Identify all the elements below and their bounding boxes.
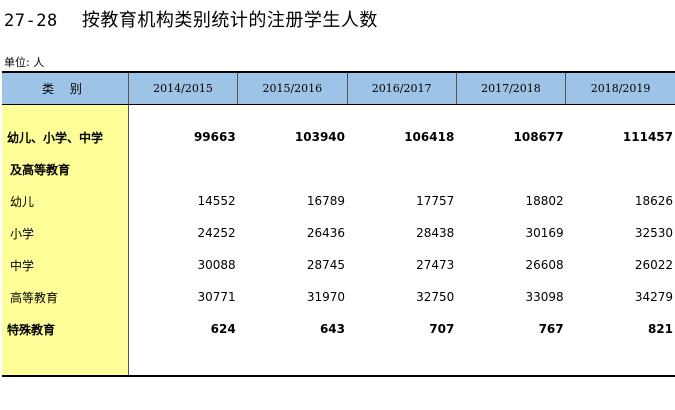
cell-value: 106418 (404, 130, 455, 144)
table-code: 27-28 (4, 11, 58, 31)
row-label: 特殊教育 (2, 313, 129, 345)
cell-value: 707 (429, 322, 455, 336)
table-row: 小学 24252 26436 28438 30169 32530 (2, 217, 675, 249)
cell-value: 30771 (197, 290, 236, 304)
cell-value: 32530 (634, 226, 673, 240)
cell-value: 624 (210, 322, 236, 336)
cell-value: 111457 (622, 130, 673, 144)
cell-value: 28745 (306, 258, 345, 272)
cell-value: 17757 (416, 194, 455, 208)
row-label: 幼儿、小学、中学 (2, 121, 129, 153)
cell-value: 643 (319, 322, 345, 336)
cell-value: 26022 (634, 258, 673, 272)
cell-value: 99663 (193, 130, 236, 144)
unit-label: 单位: 人 (4, 56, 45, 69)
cell-value: 767 (538, 322, 564, 336)
cell-value: 108677 (513, 130, 564, 144)
row-label: 中学 (2, 249, 129, 281)
page-title: 27-28 按教育机构类别统计的注册学生人数 (4, 6, 378, 32)
cell-value: 14552 (197, 194, 236, 208)
col-header-2017-2018: 2017/2018 (456, 71, 567, 105)
cell-value: 24252 (197, 226, 236, 240)
col-header-2018-2019: 2018/2019 (565, 71, 675, 105)
cell-value: 26608 (525, 258, 564, 272)
table-row: 幼儿、小学、中学 99663 103940 106418 108677 1114… (2, 121, 675, 153)
row-label: 及高等教育 (2, 153, 129, 185)
table-row: 特殊教育 624 643 707 767 821 (2, 313, 675, 345)
cell-value: 26436 (306, 226, 345, 240)
data-table: 类 别 2014/2015 2015/2016 2016/2017 2017/2… (2, 71, 675, 377)
row-label: 幼儿 (2, 185, 129, 217)
cell-value: 32750 (416, 290, 455, 304)
row-label: 高等教育 (2, 281, 129, 313)
table-footer-row (2, 345, 675, 377)
col-header-2016-2017: 2016/2017 (347, 71, 457, 105)
table-row: 及高等教育 (2, 153, 675, 185)
cell-value: 30088 (197, 258, 236, 272)
spacer-row (2, 104, 675, 121)
cell-value: 18626 (634, 194, 673, 208)
cell-value: 34279 (634, 290, 673, 304)
cell-value: 33098 (525, 290, 564, 304)
col-header-2014-2015: 2014/2015 (128, 71, 239, 105)
cell-value: 103940 (294, 130, 345, 144)
cell-value: 18802 (525, 194, 564, 208)
table-header-row: 类 别 2014/2015 2015/2016 2016/2017 2017/2… (2, 71, 675, 105)
cell-value: 28438 (416, 226, 455, 240)
table-row: 高等教育 30771 31970 32750 33098 34279 (2, 281, 675, 313)
table-row: 中学 30088 28745 27473 26608 26022 (2, 249, 675, 281)
col-header-category: 类 别 (2, 71, 129, 105)
table-title: 按教育机构类别统计的注册学生人数 (81, 10, 378, 31)
row-label: 小学 (2, 217, 129, 249)
cell-value: 27473 (416, 258, 455, 272)
cell-value: 821 (647, 322, 673, 336)
col-header-2015-2016: 2015/2016 (237, 71, 348, 105)
cell-value: 30169 (525, 226, 564, 240)
table-row: 幼儿 14552 16789 17757 18802 18626 (2, 185, 675, 217)
cell-value: 31970 (306, 290, 345, 304)
cell-value: 16789 (306, 194, 345, 208)
